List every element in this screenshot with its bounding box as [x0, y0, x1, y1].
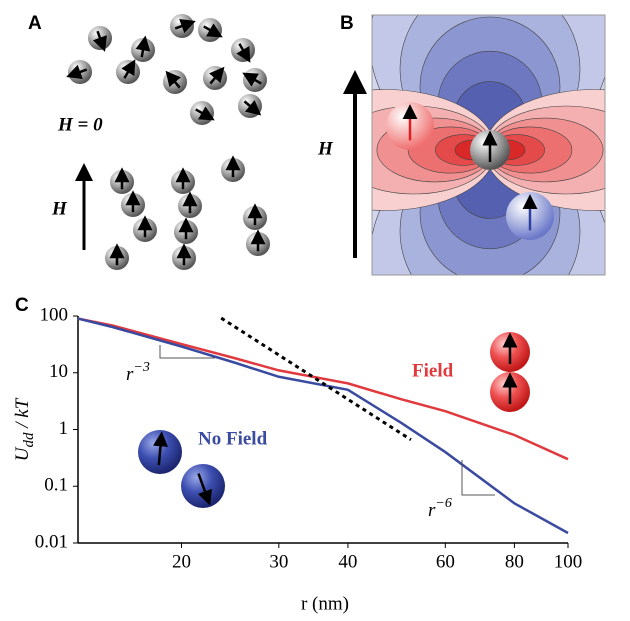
- slope-exponent: −3: [133, 360, 149, 375]
- moment-arrow: [135, 35, 151, 58]
- y-label-sub: dd: [21, 432, 37, 448]
- series-label: Field: [412, 360, 454, 381]
- slope-base: r: [428, 500, 436, 521]
- moment-arrow: [92, 30, 107, 52]
- moment-arrow: [236, 43, 251, 63]
- moment-arrow: [243, 100, 262, 116]
- y-tick-label: 10: [49, 361, 68, 382]
- slope-annotation: r−3: [126, 360, 150, 385]
- moment-arrow: [197, 473, 212, 506]
- moment-arrow: [121, 59, 136, 79]
- slope-bracket: [461, 460, 495, 496]
- y-tick-label: 100: [40, 304, 69, 325]
- moment-arrow: [174, 19, 196, 34]
- x-tick-label: 30: [269, 551, 288, 572]
- panel-frame: [371, 14, 606, 276]
- moment-arrow: [153, 431, 168, 466]
- y-label-base: U: [12, 446, 33, 461]
- x-tick-label: 40: [338, 551, 357, 572]
- y-tick-label: 0.01: [35, 531, 68, 552]
- y-tick-label: 0.1: [44, 475, 68, 496]
- slope-exponent: −6: [435, 496, 451, 511]
- moment-arrow: [203, 23, 223, 38]
- panel-label: A: [28, 13, 42, 34]
- y-axis-label: Udd / kT: [12, 397, 37, 461]
- panel-label: B: [340, 13, 354, 34]
- moment-arrow: [165, 70, 181, 89]
- series-label: No Field: [198, 428, 268, 449]
- panel-label: C: [15, 295, 29, 316]
- x-tick-label: 60: [436, 551, 455, 572]
- zero-field-label: H = 0: [57, 114, 103, 135]
- series-line: [77, 317, 569, 461]
- moment-arrow: [209, 66, 225, 85]
- moment-arrow: [195, 106, 215, 121]
- slope-bracket: [159, 345, 215, 359]
- panel-c: C r (nm) Udd / kT 100 10 1 0.1 0.01 20 30 40 60 8…: [12, 295, 582, 614]
- moment-arrow: [242, 72, 262, 87]
- y-label-rest: / kT: [12, 397, 33, 432]
- moment-arrow: [66, 64, 88, 79]
- x-tick-label: 20: [172, 551, 191, 572]
- slope-annotation: r−6: [428, 496, 452, 521]
- panel-a: A H = 0 H: [28, 13, 270, 270]
- panel-b: B H: [317, 13, 606, 276]
- y-tick-label: 1: [59, 418, 69, 439]
- asymptote-line: [220, 316, 412, 442]
- field-label: H: [317, 138, 334, 159]
- x-tick-label: 80: [505, 551, 524, 572]
- x-axis-label: r (nm): [301, 593, 349, 614]
- slope-base: r: [126, 364, 134, 385]
- x-tick-label: 100: [554, 551, 583, 572]
- field-label: H: [51, 198, 68, 219]
- series-line: [77, 317, 569, 535]
